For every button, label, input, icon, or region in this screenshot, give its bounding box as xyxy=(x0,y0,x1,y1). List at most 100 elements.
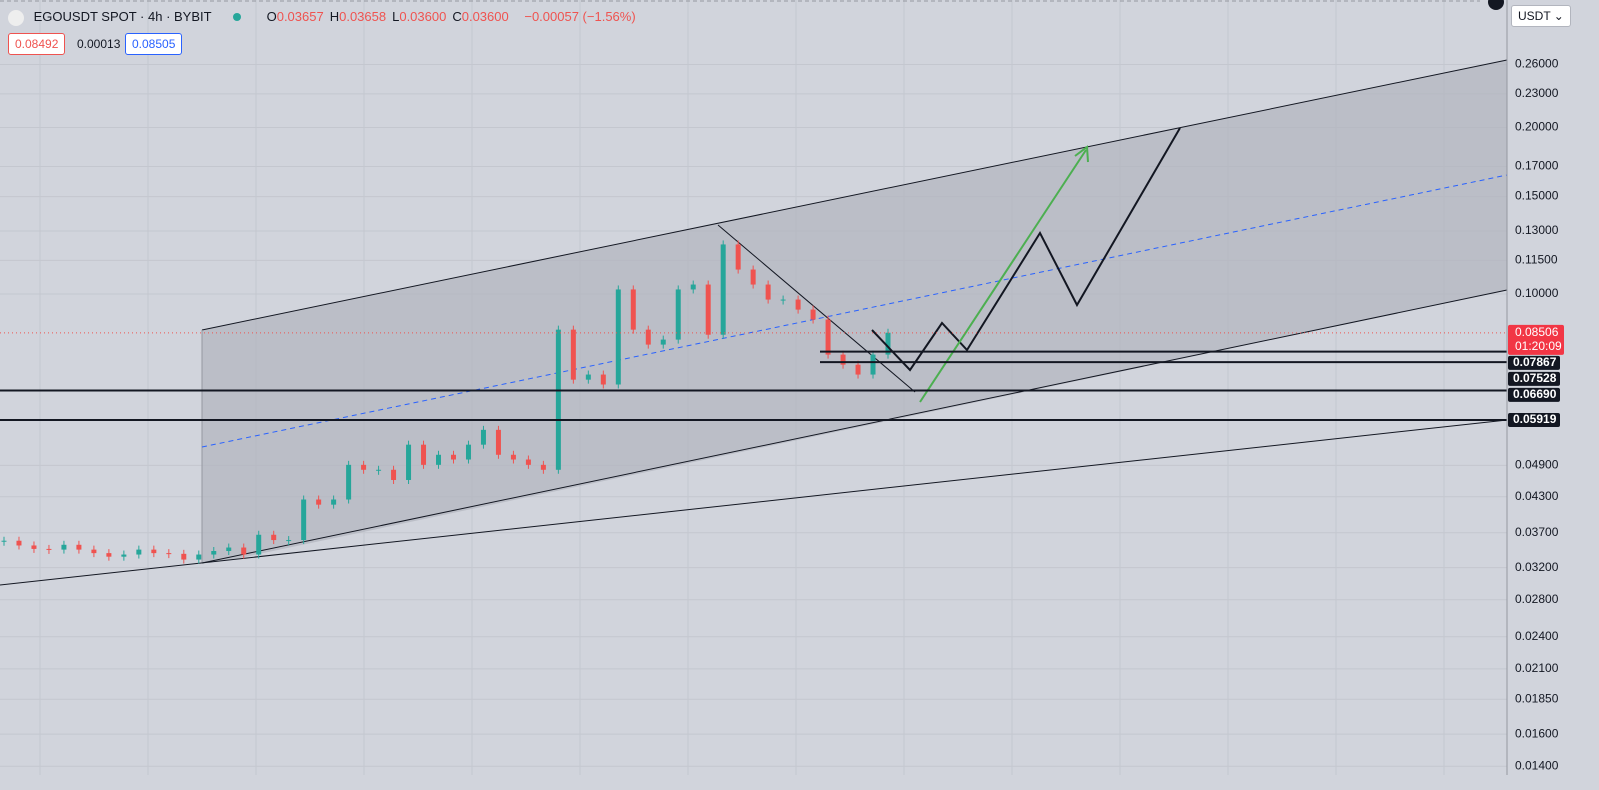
candle-body xyxy=(301,499,307,541)
currency: USDT xyxy=(1518,9,1551,23)
candle-body xyxy=(376,469,382,471)
candle-body xyxy=(720,244,726,335)
candle-body xyxy=(600,374,606,385)
level-box xyxy=(1508,355,1560,370)
candle-body xyxy=(510,454,516,460)
countdown: 01:20:09 xyxy=(1515,339,1562,353)
last-price-label: 0.08506 xyxy=(1515,325,1559,339)
price-axis xyxy=(1507,0,1568,775)
ohlc-value: 0.03600 xyxy=(461,9,509,24)
candle-body xyxy=(1,540,7,542)
candle-body xyxy=(241,547,247,555)
y-tick-label: 0.10000 xyxy=(1515,286,1559,300)
level-label: 0.06690 xyxy=(1513,387,1557,401)
y-tick-label: 0.02400 xyxy=(1515,629,1559,643)
bid[interactable]: 0.08492 xyxy=(8,33,66,55)
candle-body xyxy=(675,289,681,340)
candle-body xyxy=(525,459,531,465)
ask[interactable]: 0.08505 xyxy=(125,33,183,55)
y-tick-label: 0.04300 xyxy=(1515,489,1559,503)
projection-arrow xyxy=(919,149,1087,403)
status-dot xyxy=(232,13,241,21)
candle-body xyxy=(825,319,831,355)
axis-labels: 0.26000 0.23000 0.20000 0.17000 0.15000 0.130… xyxy=(1508,57,1564,772)
ohlc-value: 0.03658 xyxy=(339,9,387,24)
candle-body xyxy=(406,444,412,480)
ohlc-value: 0.03657 xyxy=(276,9,324,24)
y-tick-label: 0.03200 xyxy=(1515,560,1559,574)
candle-body xyxy=(226,547,232,552)
candle-body xyxy=(436,454,442,465)
y-tick-label: 0.26000 xyxy=(1515,57,1559,71)
candle-body xyxy=(46,548,52,550)
candle-body xyxy=(540,464,546,470)
y-tick-label: 0.13000 xyxy=(1515,223,1559,237)
ohlc-value: 0.03600 xyxy=(399,9,447,24)
level-label: 0.05919 xyxy=(1513,412,1557,426)
down-trendline xyxy=(717,224,916,393)
currency-select[interactable]: USDT ⌄ xyxy=(1511,5,1571,27)
candle-body xyxy=(690,284,696,290)
candle-body xyxy=(840,354,846,365)
candle-body xyxy=(570,329,576,380)
candle-body xyxy=(256,534,262,555)
ohlc-key: C xyxy=(452,9,462,24)
y-tick-label: 0.02100 xyxy=(1515,661,1559,675)
candle-body xyxy=(31,545,37,549)
candle-body xyxy=(61,544,67,550)
candle-body xyxy=(855,364,861,375)
y-tick-label: 0.17000 xyxy=(1515,159,1559,173)
candle-body xyxy=(391,469,397,480)
candle-body xyxy=(465,444,471,460)
level-label: 0.07867 xyxy=(1513,355,1557,369)
support-line xyxy=(0,419,1508,586)
candle-body xyxy=(91,549,97,554)
level-label: 0.07528 xyxy=(1513,371,1557,385)
arrow-head xyxy=(1074,145,1089,163)
y-tick-label: 0.02800 xyxy=(1515,592,1559,606)
candles xyxy=(1,240,891,564)
candle-body xyxy=(121,554,127,557)
candle-body xyxy=(870,354,876,375)
candle-body xyxy=(750,269,756,285)
y-tick-label: 0.04900 xyxy=(1515,458,1559,472)
y-tick-label: 0.15000 xyxy=(1515,189,1559,203)
toolbar-icon[interactable] xyxy=(1488,0,1504,10)
y-tick-label: 0.11500 xyxy=(1515,253,1558,267)
candle-body xyxy=(316,499,322,505)
candle-body xyxy=(615,289,621,385)
candle-body xyxy=(585,374,591,380)
ohlc-key: H xyxy=(329,9,340,24)
candle-body xyxy=(331,499,337,505)
symbol: EGOUSDT SPOT · 4h · BYBIT xyxy=(33,9,212,24)
candle-body xyxy=(421,444,427,465)
candle-body xyxy=(810,309,816,320)
candle-body xyxy=(211,551,217,555)
ohlc-key: O xyxy=(266,9,277,24)
candle-body xyxy=(660,339,666,345)
candle-body xyxy=(555,329,561,470)
projection-path xyxy=(871,127,1181,372)
symbol-row: EGOUSDT SPOT · 4h · BYBIT O0.03657 H0.036… xyxy=(8,9,636,26)
candle-body xyxy=(16,540,22,546)
candle-body xyxy=(271,534,277,541)
channel-mid xyxy=(201,174,1508,448)
candle-body xyxy=(181,553,187,560)
candle-body xyxy=(765,284,771,300)
candle-body xyxy=(166,553,172,555)
last-price-box xyxy=(1508,324,1564,355)
candle-body xyxy=(361,464,367,470)
candle-body xyxy=(286,540,292,542)
y-tick-label: 0.01850 xyxy=(1515,691,1559,705)
candle-body xyxy=(151,549,157,554)
candle-body xyxy=(346,464,352,500)
y-tick-label: 0.03700 xyxy=(1515,525,1559,539)
y-tick-label: 0.20000 xyxy=(1515,120,1559,134)
candle-body xyxy=(780,299,786,301)
candle-body xyxy=(705,284,711,335)
y-tick-label: 0.01400 xyxy=(1515,758,1559,772)
candle-body xyxy=(480,429,486,445)
candle-body xyxy=(645,329,651,345)
candle-body xyxy=(106,553,112,557)
